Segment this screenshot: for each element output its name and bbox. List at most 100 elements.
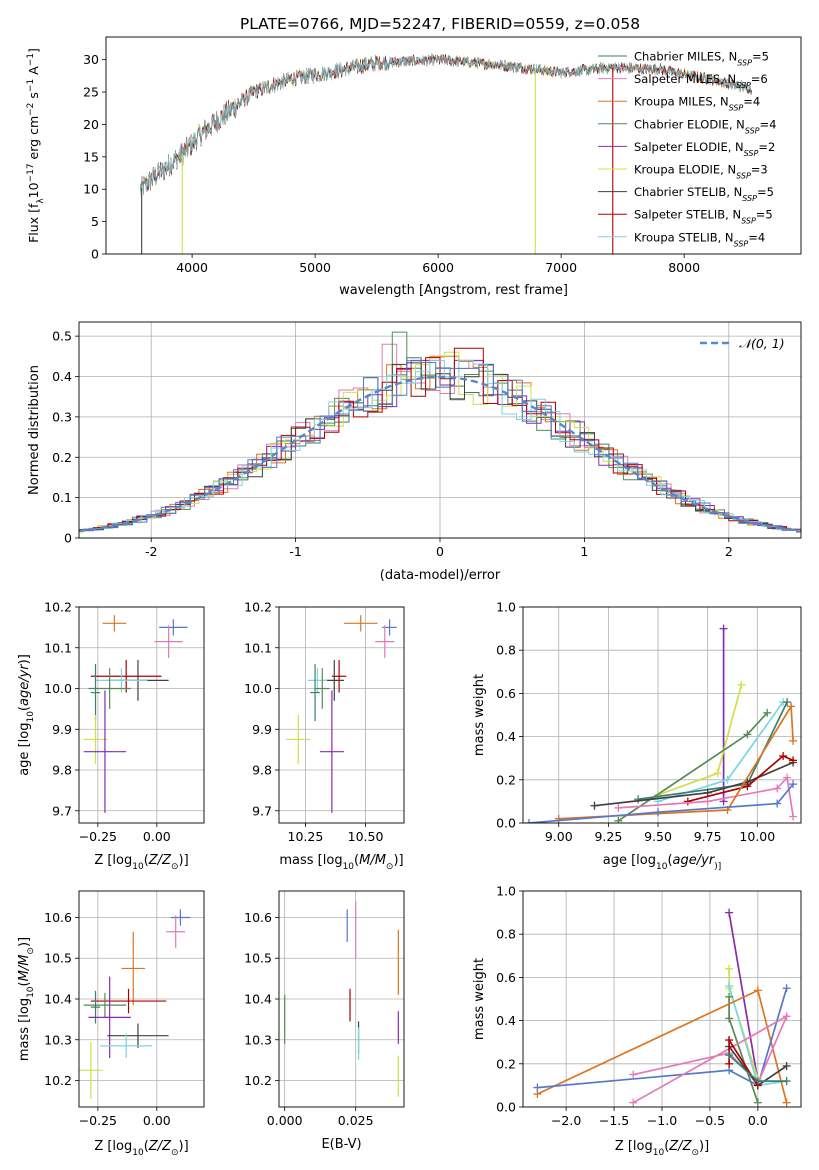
legend-sub: SSP xyxy=(737,58,752,67)
legend-nssp: =6 xyxy=(751,72,768,86)
legend-label: Kroupa MILES, NSSP=4 xyxy=(634,95,760,113)
weight-line xyxy=(617,712,768,822)
weight-line xyxy=(728,996,759,1103)
axes-frame xyxy=(522,606,802,824)
y-tick-label: 10.0 xyxy=(44,681,72,696)
label-part: 10 xyxy=(343,862,355,872)
panels: 4000 5000 6000 7000 8000051015202530waveleng… xyxy=(17,36,802,1158)
panel-age_vs_mass: 10.25 10.50 9.7 9.8 9.9 10.0 10.1 10.2 mass [log… xyxy=(244,600,405,872)
label-part: Z/Z xyxy=(668,1139,692,1154)
y-tick-label: 0 xyxy=(91,247,99,262)
label-part: M/M xyxy=(17,955,32,982)
legend-label: Salpeter STELIB, NSSP=5 xyxy=(634,208,773,226)
x-tick-label: 0.000 xyxy=(267,1113,303,1128)
label-part: age/yr xyxy=(673,853,716,868)
x-tick-label: 10.25 xyxy=(288,829,324,844)
x-tick-label: -1 xyxy=(289,544,301,559)
x-tick-label: 10.00 xyxy=(739,829,775,844)
label-part: −2 xyxy=(26,103,36,116)
y-tick-label: 1.0 xyxy=(496,884,516,899)
label-part: Z [log xyxy=(615,1139,653,1154)
label-part: )] xyxy=(17,937,32,947)
y-tick-label: 0.4 xyxy=(496,729,516,744)
y-tick-label: 0.4 xyxy=(52,369,72,384)
label-part: 10 xyxy=(26,711,36,723)
y-tick-label: 0.3 xyxy=(52,409,72,424)
legend-nssp: =4 xyxy=(760,117,777,131)
x-tick-label: 9.00 xyxy=(545,829,573,844)
label-part: Flux [f xyxy=(26,203,41,243)
legend-nssp: =2 xyxy=(758,140,775,154)
label-part: ( xyxy=(664,1139,669,1154)
y-axis-label: Normed distribution xyxy=(27,365,42,495)
x-tick-label: 1 xyxy=(580,544,588,559)
x-tick-label: 0.025 xyxy=(338,1113,374,1128)
label-part: ⊙ xyxy=(386,862,394,872)
x-tick-label: −2.0 xyxy=(551,1113,581,1128)
label-part: Z/Z xyxy=(148,853,172,868)
spectrum-line xyxy=(140,53,752,195)
y-axis-label: mass weight xyxy=(472,958,487,1040)
label-part: mass [log xyxy=(17,998,32,1061)
normal-curve xyxy=(79,375,799,533)
plot-area xyxy=(286,615,397,813)
axes-frame xyxy=(78,606,205,824)
histogram-step xyxy=(79,362,801,533)
y-tick-label: 0.0 xyxy=(496,1100,516,1115)
legend-nssp: =4 xyxy=(748,230,765,244)
x-tick-label: -2 xyxy=(145,544,157,559)
label-part: 10 xyxy=(132,862,144,872)
x-tick-label: −0.5 xyxy=(695,1113,725,1128)
legend-name: Kroupa MILES, N xyxy=(634,95,729,109)
x-axis-label: (data-model)/error xyxy=(380,568,501,583)
label-part: )] xyxy=(17,654,32,664)
x-tick-label: 0.0 xyxy=(748,1113,768,1128)
x-tick-label: −1.0 xyxy=(647,1113,677,1128)
legend-name: Chabrier ELODIE, N xyxy=(634,117,745,131)
x-tick-label: 9.50 xyxy=(644,829,672,844)
legend-name: Kroupa ELODIE, N xyxy=(634,163,736,177)
legend-sub: SSP xyxy=(736,81,751,90)
label-part: ( xyxy=(354,853,359,868)
x-tick-label: −1.5 xyxy=(599,1113,629,1128)
label-part: ( xyxy=(17,706,32,711)
label-part: −1 xyxy=(26,79,36,92)
label-part: )] xyxy=(179,853,189,868)
legend-nssp: =5 xyxy=(756,208,773,222)
y-tick-label: 10.2 xyxy=(44,600,72,615)
legend-name: Salpeter ELODIE, N xyxy=(634,140,744,154)
y-tick-label: 0.5 xyxy=(52,329,72,344)
label-part: Z [log xyxy=(94,1139,132,1154)
weight-line xyxy=(558,703,794,820)
label-part: Z/Z xyxy=(148,1139,172,1154)
label-part: ⊙ xyxy=(171,862,179,872)
y-tick-label: 0.2 xyxy=(496,1056,516,1071)
axes-frame xyxy=(522,890,802,1108)
x-tick-label: 0.00 xyxy=(143,1113,171,1128)
label-part: 10 xyxy=(656,862,668,872)
y-tick-label: 0.2 xyxy=(496,772,516,787)
legend-label: 𝒩(0, 1) xyxy=(739,336,785,351)
x-axis-label: Z [log10(Z/Z⊙)] xyxy=(94,853,188,872)
plot-area xyxy=(524,624,798,823)
y-tick-label: 5 xyxy=(91,214,99,229)
plot-area xyxy=(533,908,791,1107)
legend-sub: SSP xyxy=(744,148,759,157)
weight-line xyxy=(687,755,794,803)
y-tick-label: 0.2 xyxy=(52,450,72,465)
label-part: 10 xyxy=(26,986,36,998)
x-tick-label: −0.25 xyxy=(79,1113,117,1128)
legend-nssp: =5 xyxy=(752,50,769,64)
x-axis-label: mass [log10(M/M⊙)] xyxy=(279,853,403,872)
label-part: M/M xyxy=(359,853,386,868)
legend-name: Kroupa STELIB, N xyxy=(634,230,734,244)
legend-sub: SSP xyxy=(736,171,751,180)
legend-label: Chabrier MILES, NSSP=5 xyxy=(634,50,769,68)
axes-frame xyxy=(78,890,205,1108)
y-tick-label: 10.2 xyxy=(244,1073,272,1088)
legend-label: Salpeter MILES, NSSP=6 xyxy=(634,72,768,90)
label-part: 10 xyxy=(26,182,41,198)
y-axis-label: mass weight xyxy=(472,674,487,756)
label-part: 10 xyxy=(132,1148,144,1158)
